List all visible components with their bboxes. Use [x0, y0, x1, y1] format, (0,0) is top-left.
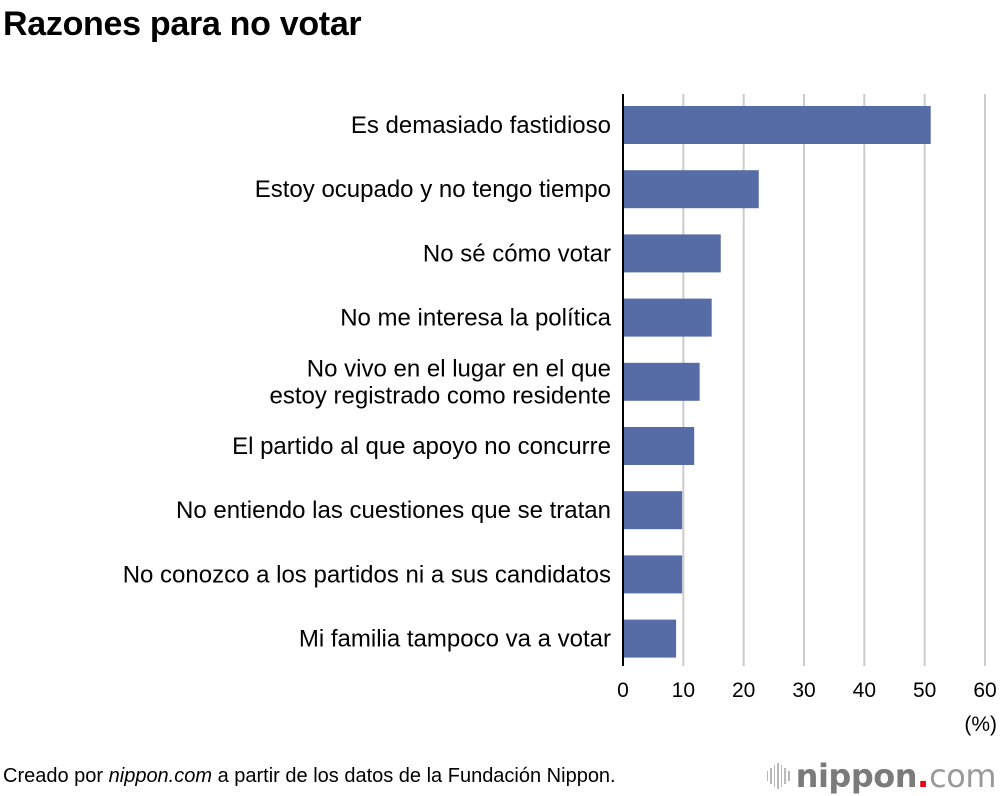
category-label: Estoy ocupado y no tengo tiempo [255, 176, 611, 203]
bar [624, 427, 695, 465]
bars [624, 106, 931, 658]
bar [624, 491, 683, 530]
x-tick-label: 0 [617, 679, 629, 702]
logo-word: nippon [795, 757, 918, 795]
nippon-logo: nippon. com [766, 757, 996, 795]
source-site: nippon.com [108, 765, 213, 787]
category-label: No entiendo las cuestiones que se tratan [176, 497, 611, 524]
category-label: No sé cómo votar [423, 240, 611, 267]
x-tick-label: 10 [672, 679, 695, 702]
x-tick-label: 40 [853, 679, 876, 702]
logo-dot: . [917, 757, 930, 795]
category-label: No conozco a los partidos ni a sus candi… [123, 561, 611, 588]
category-label: No me interesa la política [340, 305, 611, 332]
bar [624, 619, 677, 658]
bar [624, 298, 712, 337]
bar [624, 170, 759, 209]
source-suffix: a partir de los datos de la Fundación Ni… [212, 765, 616, 787]
x-tick-label: 20 [732, 679, 755, 702]
category-label: No vivo en el lugar en el que [307, 355, 611, 382]
x-tick-label: 30 [792, 679, 815, 702]
chart-title: Razones para no votar [3, 5, 362, 43]
bar [624, 234, 721, 273]
category-label: Mi familia tampoco va a votar [299, 626, 611, 653]
category-label: Es demasiado fastidioso [351, 112, 611, 139]
bar-chart: Es demasiado fastidioso Estoy ocupado y n… [123, 94, 997, 736]
logo-sound-bars-icon [766, 761, 790, 791]
unit-label: (%) [964, 713, 997, 736]
bar [624, 106, 931, 144]
x-tick-label: 50 [913, 679, 936, 702]
category-label: El partido al que apoyo no concurre [232, 433, 611, 460]
source-note: Creado por nippon.com a partir de los da… [3, 765, 616, 788]
source-prefix: Creado por [3, 765, 109, 787]
x-tick-label: 60 [973, 679, 996, 702]
logo-tld: com [929, 757, 996, 795]
bar [624, 362, 700, 401]
bar [624, 555, 683, 594]
x-tick-labels: 0 10 20 30 40 50 60 [617, 679, 997, 702]
category-label: estoy registrado como residente [269, 382, 611, 409]
category-labels: Es demasiado fastidioso Estoy ocupado y n… [123, 112, 612, 653]
